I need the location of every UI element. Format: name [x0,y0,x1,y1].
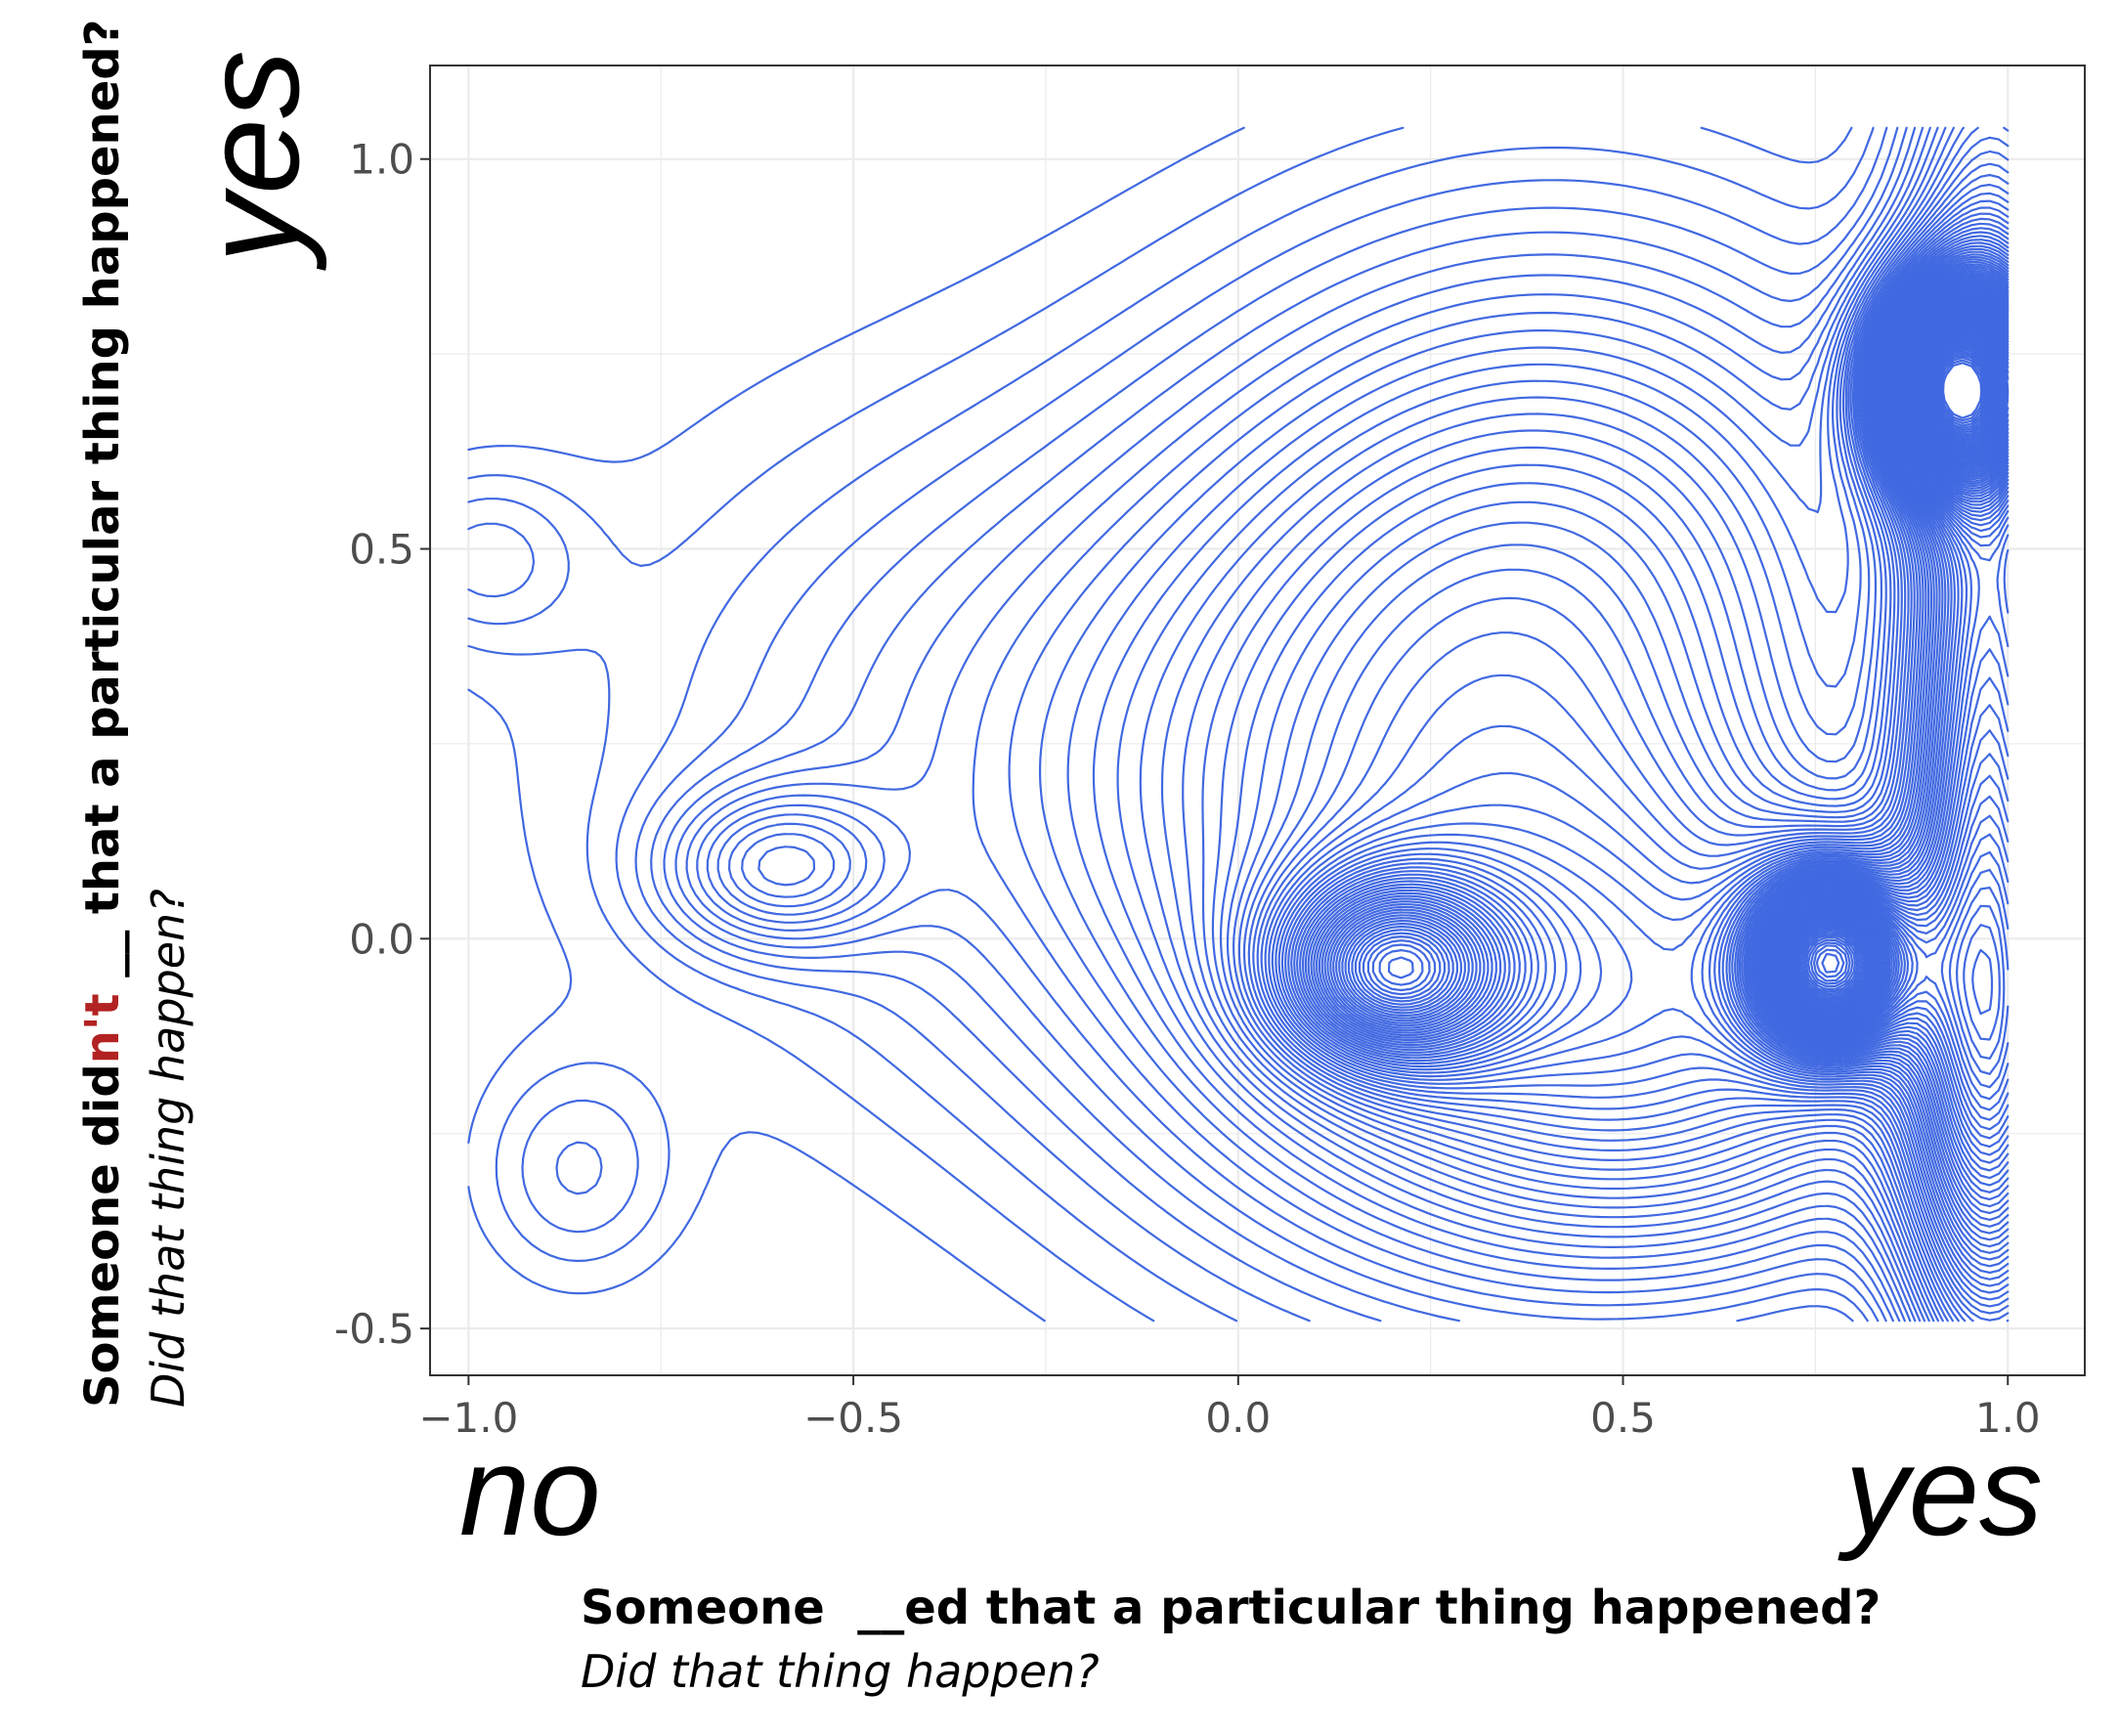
contour-line [1800,335,2002,995]
contour-line [1260,235,2010,1308]
contour-line [696,126,1931,1323]
y-tick-label: -0.5 [334,1305,414,1353]
contour-line [1277,250,2010,1275]
x-axis-title: Someone __ed that a particular thing hap… [581,1576,2047,1703]
y-end-word-yes: yes [174,50,327,271]
x-axis-subquestion: Did that thing happen? [581,1645,1100,1698]
contour-line [716,126,1947,1323]
contour-line [1802,337,2001,993]
contour-line [1783,319,2010,1015]
contour-line [1809,342,1997,985]
contour-line [1796,332,2004,999]
y-axis-title: Someone didn't __ that a particular thin… [68,0,225,1408]
contour-line [1160,150,2010,1323]
contour-line [1786,322,2010,1012]
y-tick-label: 1.0 [349,136,414,184]
contour-line [1242,217,2010,1323]
contour-line [1287,258,2010,1254]
contour-line [1271,244,2010,1287]
contour-line [1264,239,2010,1301]
contour-line [1935,352,1990,429]
plot-border [429,65,2086,1376]
y-axis-subquestion: Did that thing happen? [142,889,195,1408]
contour-line [1252,227,2010,1322]
y-tick-label: 0.5 [349,526,414,574]
contour-line [1268,241,2010,1294]
contour-line [1815,346,1994,978]
contour-line [1299,267,2010,1228]
y-tick-label: 0.0 [349,915,414,963]
contour-line [728,126,1955,1323]
contour-line [1201,173,2010,1323]
contour-line [1304,271,2010,1215]
contour-line [467,126,1853,1323]
contour-line [685,126,1924,1323]
contour-line [467,126,1875,1323]
x-tick-label: 1.0 [1975,1394,2041,1442]
grid-lines [430,65,2085,1375]
contour-line [1232,206,2010,1323]
contour-line [757,126,2010,1323]
y-question-part1: Someone did [75,1063,130,1408]
plot-panel [430,65,2085,1375]
contour-line [1280,253,2010,1268]
contour-line [1211,183,2010,1323]
contour-line [1787,323,2010,1010]
contour-line [674,126,1917,1323]
x-end-word-yes: yes [1838,1419,2043,1562]
x-tick-label: −1.0 [418,1394,518,1442]
contour-line [1307,273,2010,1208]
contour-line [1795,330,2005,1001]
contour-line [1219,192,2010,1323]
contour-line [706,126,1939,1323]
contour-line [1938,356,1986,424]
contour-line [1256,231,2010,1315]
contour-line [1310,275,2010,1201]
contour-line [1284,255,2010,1261]
contour-line [650,126,1899,1323]
contour-line [1226,199,2010,1323]
contour-line [1247,222,2010,1323]
contour-line [1313,277,2010,1194]
contour-line [1821,348,1993,974]
x-tick-label: −0.5 [803,1394,903,1442]
contour-line [1301,269,2010,1221]
contour-line [1805,339,1999,991]
contour-line [663,126,1908,1323]
contour-lines [467,126,2010,1323]
y-axis-question: Someone didn't __ that a particular thin… [68,0,137,1408]
contour-line [1933,350,1991,432]
contour-line [1784,320,2010,1013]
contour-line [1290,260,2010,1248]
contour-line [1182,162,2010,1323]
contour-line [1316,279,2010,1187]
x-tick-label: 0.0 [1205,1394,1271,1442]
contour-line [741,126,1965,1323]
contour-line [1296,265,2010,1235]
y-question-negation: n't [75,993,130,1064]
contour-line [1275,247,2010,1280]
contour-line [1807,340,1998,988]
x-end-word-no: no [459,1419,601,1562]
contour-line [1318,281,2010,1180]
contour-line [467,126,1888,1323]
contour-line [1139,136,2010,1323]
x-tick-label: 0.5 [1590,1394,1656,1442]
contour-line [1293,263,2010,1241]
axes: −1.0 −0.5 0.0 0.5 1.0 -0.5 0.0 0.5 1.0 [334,136,2041,1442]
contour-line [467,126,1245,1323]
contour-line [1237,212,2010,1323]
y-question-part2: __ that a particular thing happened? [75,19,130,994]
contour-line [1812,344,1995,982]
x-axis-question: Someone __ed that a particular thing hap… [581,1581,1881,1635]
contour-line [1936,354,1988,427]
contour-line [1940,359,1984,422]
contour-line [1942,362,1983,419]
